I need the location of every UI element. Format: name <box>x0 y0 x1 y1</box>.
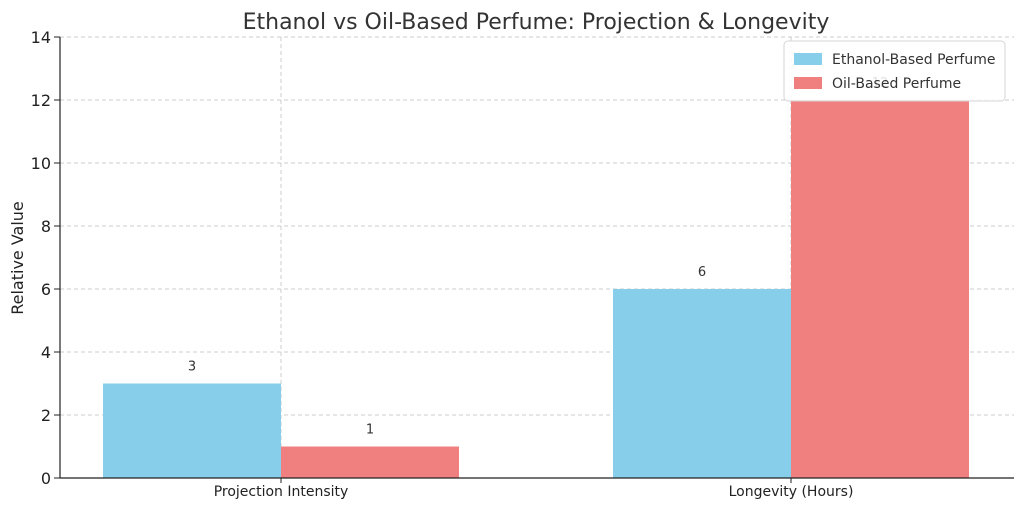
bar-value-label: 6 <box>698 265 706 280</box>
y-tick-label: 2 <box>41 406 51 425</box>
bar <box>791 100 969 478</box>
bar-value-label: 3 <box>188 360 196 375</box>
y-tick-label: 12 <box>31 91 51 110</box>
chart-title: Ethanol vs Oil-Based Perfume: Projection… <box>243 10 830 35</box>
y-tick-labels: 0 2 4 6 8 10 12 14 <box>31 28 51 488</box>
legend-label: Oil-Based Perfume <box>832 76 961 92</box>
bars-layer <box>103 100 969 478</box>
y-tick-label: 4 <box>41 343 51 362</box>
y-tick-label: 14 <box>31 28 51 47</box>
x-tick-label: Projection Intensity <box>214 484 349 500</box>
x-tick-label: Longevity (Hours) <box>729 484 854 500</box>
legend-label: Ethanol-Based Perfume <box>832 52 995 68</box>
y-tick-label: 10 <box>31 154 51 173</box>
axes-layer <box>54 36 1014 483</box>
legend-swatch <box>794 53 822 65</box>
y-tick-label: 6 <box>41 280 51 299</box>
bar <box>281 446 459 478</box>
bar <box>103 383 281 478</box>
legend: Ethanol-Based Perfume Oil-Based Perfume <box>783 40 1006 102</box>
y-tick-label: 0 <box>41 469 51 488</box>
legend-swatch <box>794 77 822 89</box>
y-tick-label: 8 <box>41 217 51 236</box>
x-tick-labels: Projection Intensity Longevity (Hours) <box>214 484 854 500</box>
bar <box>613 289 791 478</box>
legend-box <box>783 40 1006 102</box>
y-axis-label: Relative Value <box>8 201 27 315</box>
bar-value-label: 1 <box>366 423 374 438</box>
